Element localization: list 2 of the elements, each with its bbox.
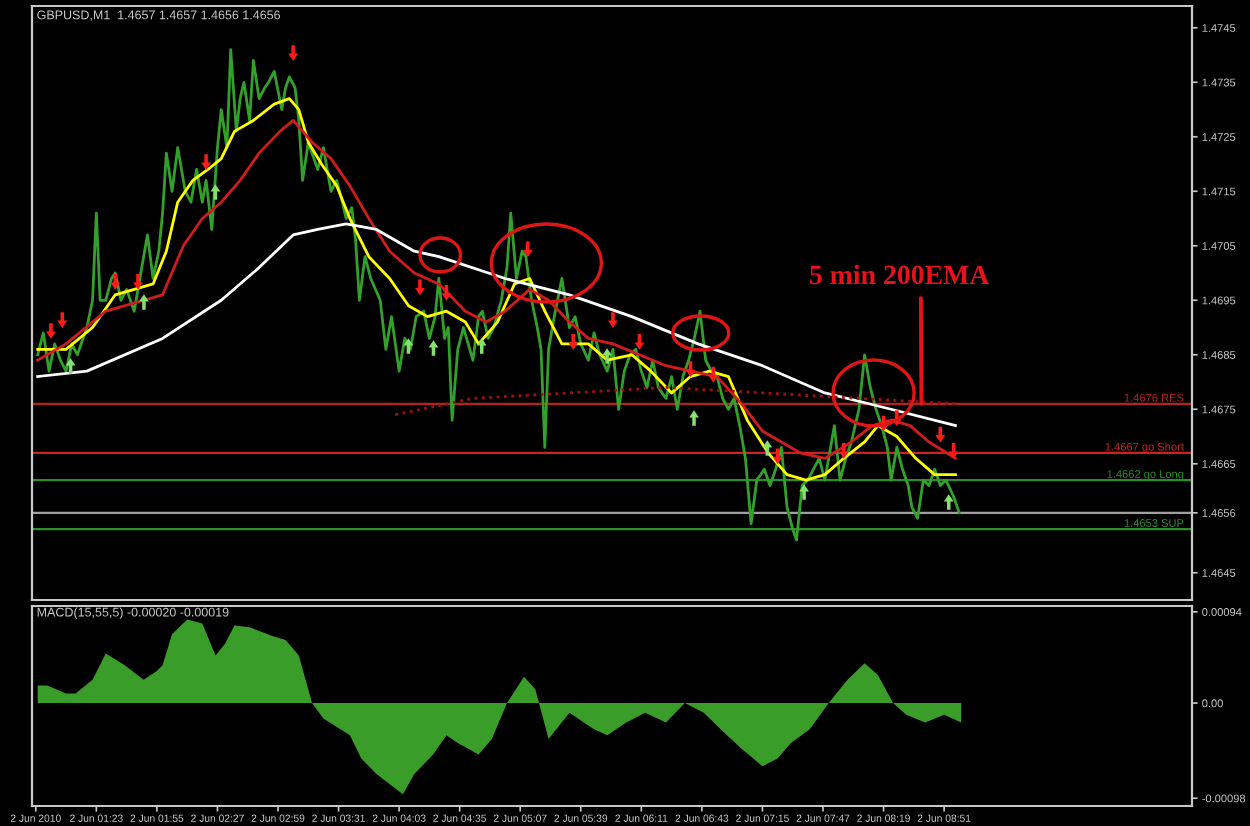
line-series xyxy=(393,386,957,417)
annotation: 5 min 200EMA xyxy=(810,264,990,285)
